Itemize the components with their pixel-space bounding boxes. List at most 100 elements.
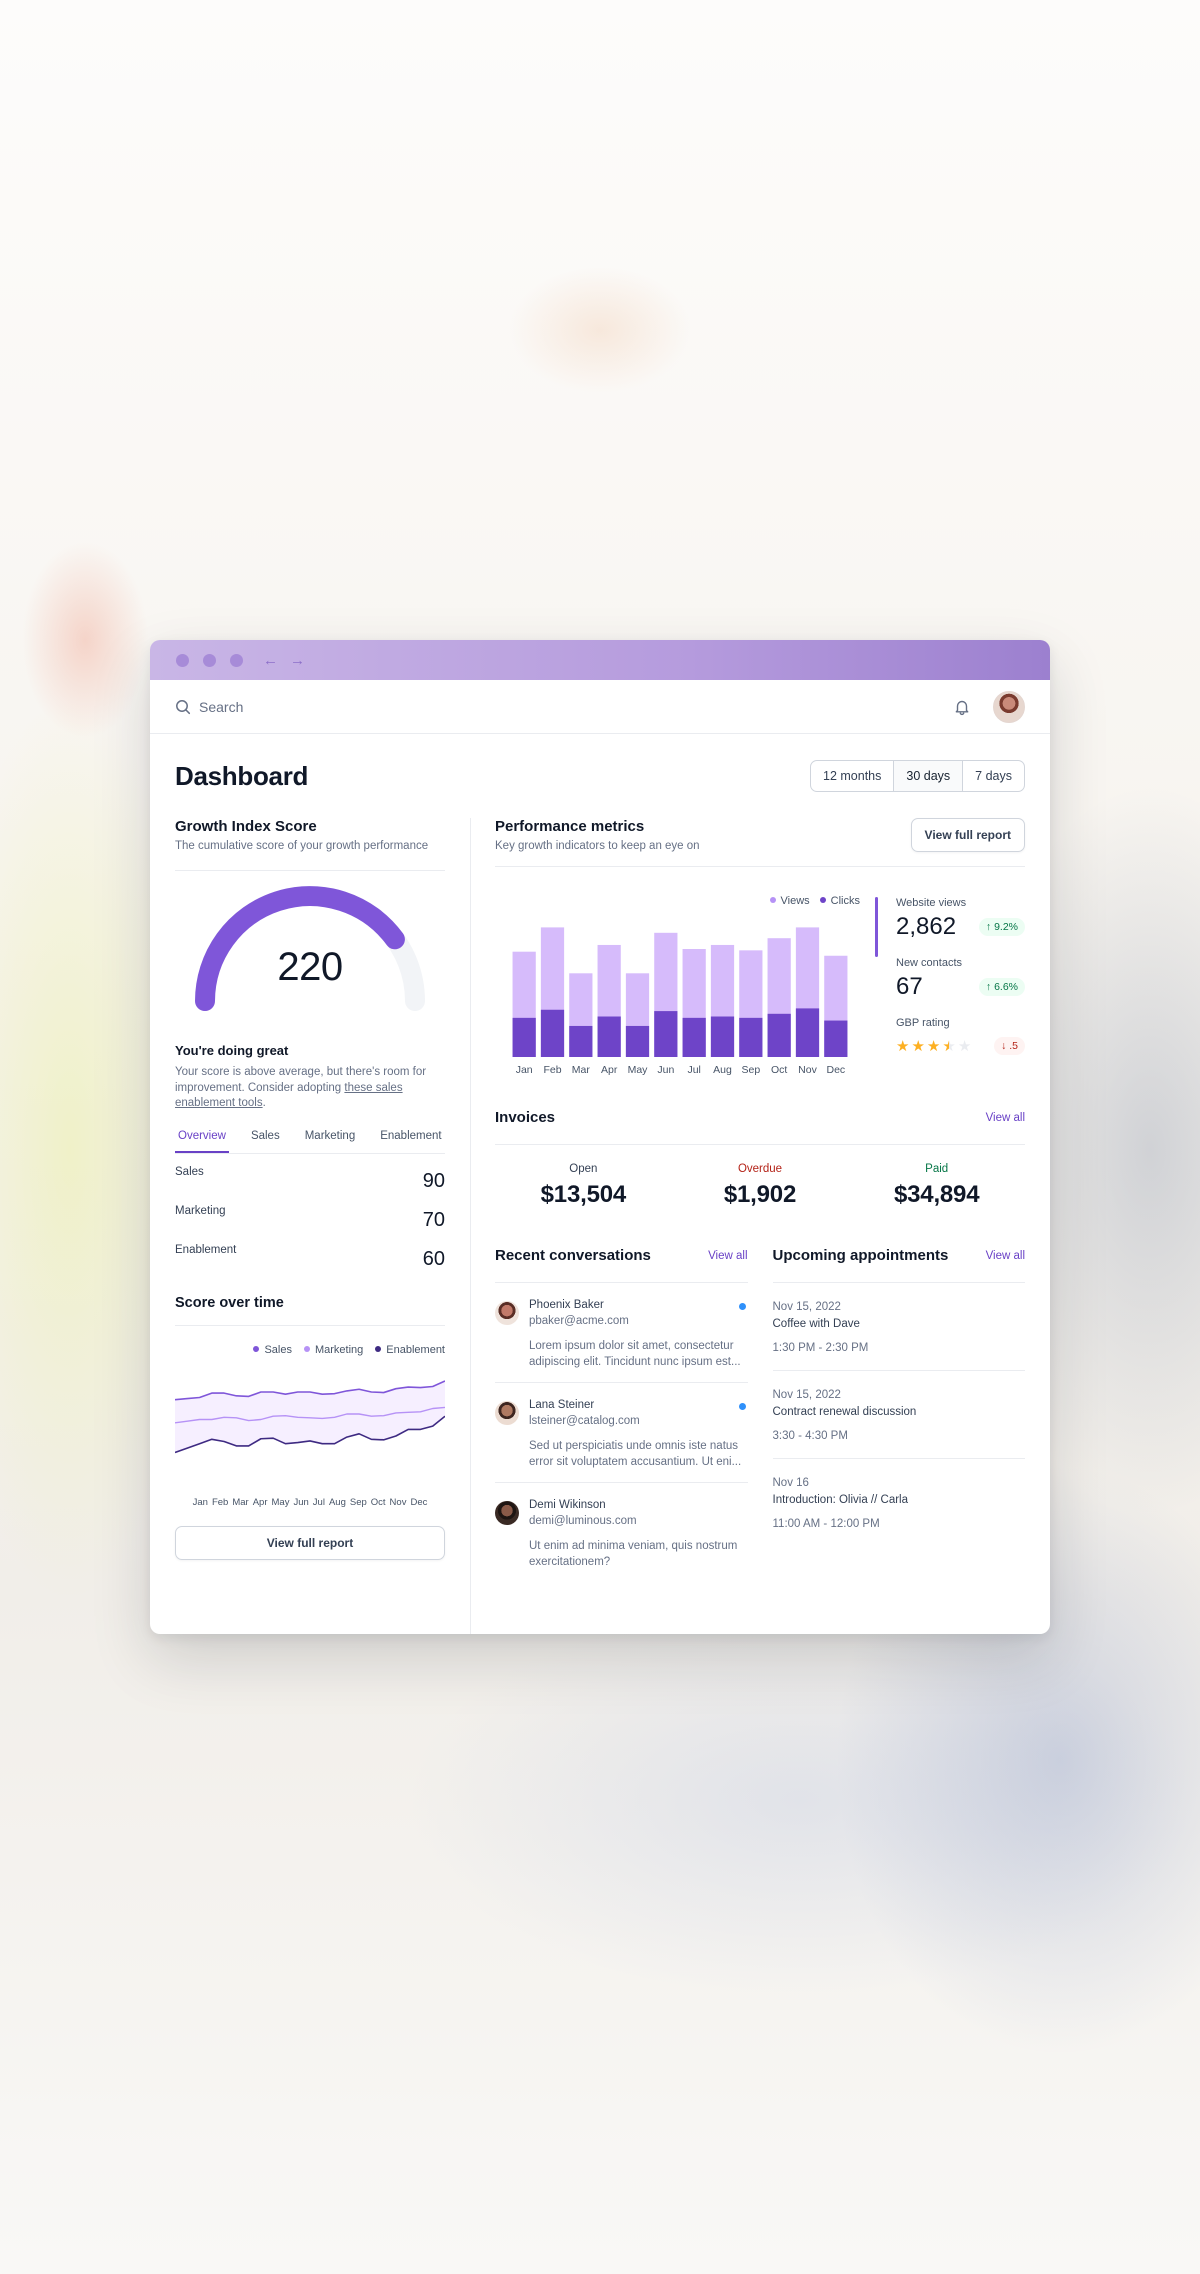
x-tick-label: Jun	[293, 1496, 309, 1508]
conversation-item[interactable]: Lana Steiner lsteiner@catalog.com Sed ut…	[495, 1383, 748, 1483]
conversations-view-all-link[interactable]: View all	[708, 1249, 748, 1262]
score-value: 60	[422, 1247, 445, 1270]
invoices-view-all-link[interactable]: View all	[985, 1111, 1025, 1124]
growth-panel: Growth Index Score The cumulative score …	[174, 818, 446, 1560]
gbp-rating-row: ★ ★ ★ ★ ★ ↓ .5	[896, 1037, 1025, 1055]
tab-marketing[interactable]: Marketing	[304, 1129, 356, 1142]
legend-views: Views	[769, 895, 810, 907]
growth-status: You're doing great	[175, 1043, 289, 1058]
invoice-label: Open	[569, 1163, 598, 1175]
conversation-item[interactable]: Phoenix Baker pbaker@acme.com Lorem ipsu…	[495, 1283, 748, 1383]
conversation-item[interactable]: Demi Wikinson demi@luminous.com Ut enim …	[495, 1483, 748, 1582]
user-avatar[interactable]	[993, 690, 1025, 723]
appointment-item[interactable]: Nov 16 Introduction: Olivia // Carla 11:…	[773, 1459, 1026, 1546]
contacts-change-badge: ↑ 6.6%	[978, 978, 1025, 996]
x-tick-label: Nov	[389, 1496, 407, 1508]
bell-icon[interactable]	[953, 698, 971, 716]
new-contacts-label: New contacts	[896, 957, 963, 969]
bar-clicks	[767, 1013, 791, 1057]
sales-tools-link[interactable]: these sales enablement tools	[175, 1081, 403, 1110]
message-preview: Lorem ipsum dolor sit amet, consectetur …	[529, 1340, 741, 1368]
legend-label: Clicks	[830, 895, 860, 907]
sales-line	[174, 1379, 446, 1400]
x-tick-label: Oct	[370, 1496, 386, 1508]
range-7-days[interactable]: 7 days	[975, 769, 1012, 783]
star-full-icon: ★	[926, 1038, 941, 1055]
divider	[175, 1324, 445, 1326]
top-bar: Search	[150, 680, 1050, 734]
maximize-window-dot[interactable]	[230, 653, 243, 667]
legend-marketing: Marketing	[303, 1344, 363, 1356]
close-window-dot[interactable]	[176, 653, 189, 667]
score-band-area	[175, 1380, 445, 1452]
bar-clicks	[710, 1016, 735, 1057]
minimize-window-dot[interactable]	[203, 653, 216, 667]
score-value: 90	[422, 1169, 445, 1192]
new-contacts-row: 67 ↑ 6.6%	[896, 973, 1025, 1001]
tab-overview[interactable]: Overview	[175, 1126, 229, 1153]
x-tick-label: Jul	[687, 1064, 700, 1076]
score-row-enablement: Enablement 60	[175, 1232, 445, 1271]
bar-clicks	[569, 1025, 593, 1057]
line-chart-x-axis: Jan Feb Mar Apr May Jun Jul Aug Sep Oct Nov Dec	[175, 1497, 445, 1508]
bar-clicks	[654, 1011, 678, 1057]
views-change-badge: ↑ 9.2%	[978, 918, 1025, 936]
performance-title: Performance metrics	[495, 818, 645, 835]
performance-bar-chart: Jan Feb Mar Apr May Jun Jul Aug Sep Oct Nov Dec	[512, 927, 848, 1076]
tab-enablement[interactable]: Enablement	[380, 1129, 442, 1142]
x-tick-label: Dec	[410, 1496, 428, 1508]
conversations-title: Recent conversations	[495, 1247, 651, 1264]
bar-clicks	[682, 1017, 706, 1057]
rating-stars: ★ ★ ★ ★ ★	[896, 1037, 971, 1055]
contact-name: Lana Steiner	[529, 1399, 595, 1411]
invoices-header: Invoices View all	[495, 1109, 1025, 1126]
back-arrow-icon[interactable]: ←	[263, 651, 278, 669]
appointment-date: Nov 15, 2022	[772, 1389, 841, 1401]
appointment-item[interactable]: Nov 15, 2022 Coffee with Dave 1:30 PM - …	[772, 1283, 1025, 1371]
star-full-icon: ★	[896, 1038, 910, 1055]
appointment-item[interactable]: Nov 15, 2022 Contract renewal discussion…	[772, 1371, 1025, 1459]
forward-arrow-icon[interactable]: →	[290, 651, 305, 669]
performance-report-button[interactable]: View full report	[910, 818, 1025, 852]
unread-indicator	[738, 1403, 746, 1410]
bar-chart-legend: Views Clicks	[495, 895, 860, 907]
range-12-months[interactable]: 12 months	[811, 761, 895, 791]
active-stat-indicator	[875, 897, 878, 957]
score-over-time-chart	[174, 1379, 446, 1453]
x-tick-label: Jul	[312, 1496, 325, 1508]
legend-label: Enablement	[386, 1343, 445, 1356]
score-over-time-title: Score over time	[175, 1294, 284, 1311]
unread-indicator	[738, 1303, 746, 1310]
conversation-content: Phoenix Baker pbaker@acme.com Lorem ipsu…	[529, 1299, 748, 1370]
bar-clicks	[625, 1025, 650, 1057]
score-value: 70	[422, 1208, 445, 1231]
growth-score: 220	[277, 945, 343, 989]
range-30-days[interactable]: 30 days	[894, 761, 964, 791]
website-views-label: Website views	[896, 897, 967, 909]
tab-sales[interactable]: Sales	[250, 1129, 280, 1142]
invoice-open[interactable]: Open $13,504	[495, 1163, 672, 1209]
search-input[interactable]: Search	[199, 698, 244, 715]
appointments-view-all-link[interactable]: View all	[985, 1249, 1025, 1262]
website-views-value: 2,862	[896, 913, 957, 940]
page-title: Dashboard	[175, 760, 309, 791]
view-full-report-button[interactable]: View full report	[175, 1525, 445, 1560]
upcoming-appointments: Upcoming appointments View all Nov 15, 2…	[772, 1247, 1026, 1582]
bar-clicks	[739, 1017, 763, 1057]
description-text: Your score is above average, but there's…	[175, 1066, 427, 1094]
contact-email: demi@luminous.com	[529, 1515, 637, 1527]
score-label: Sales	[175, 1165, 204, 1178]
date-range-selector: 12 months 30 days 7 days	[810, 760, 1025, 792]
divider	[495, 866, 1025, 867]
invoice-paid[interactable]: Paid $34,894	[848, 1163, 1025, 1209]
rating-change-value: .5	[1009, 1040, 1018, 1052]
invoice-overdue[interactable]: Overdue $1,902	[672, 1163, 849, 1209]
dashboard-header: Dashboard 12 months 30 days 7 days	[175, 760, 1025, 792]
bar-clicks	[597, 1016, 621, 1057]
new-contacts-value: 67	[896, 973, 923, 1000]
growth-subtitle: The cumulative score of your growth perf…	[175, 840, 429, 852]
contact-email: lsteiner@catalog.com	[529, 1415, 640, 1427]
line-chart-legend: Sales Marketing Enablement	[175, 1344, 445, 1356]
score-row-marketing: Marketing 70	[175, 1193, 445, 1232]
gauge-fill	[195, 886, 405, 1011]
